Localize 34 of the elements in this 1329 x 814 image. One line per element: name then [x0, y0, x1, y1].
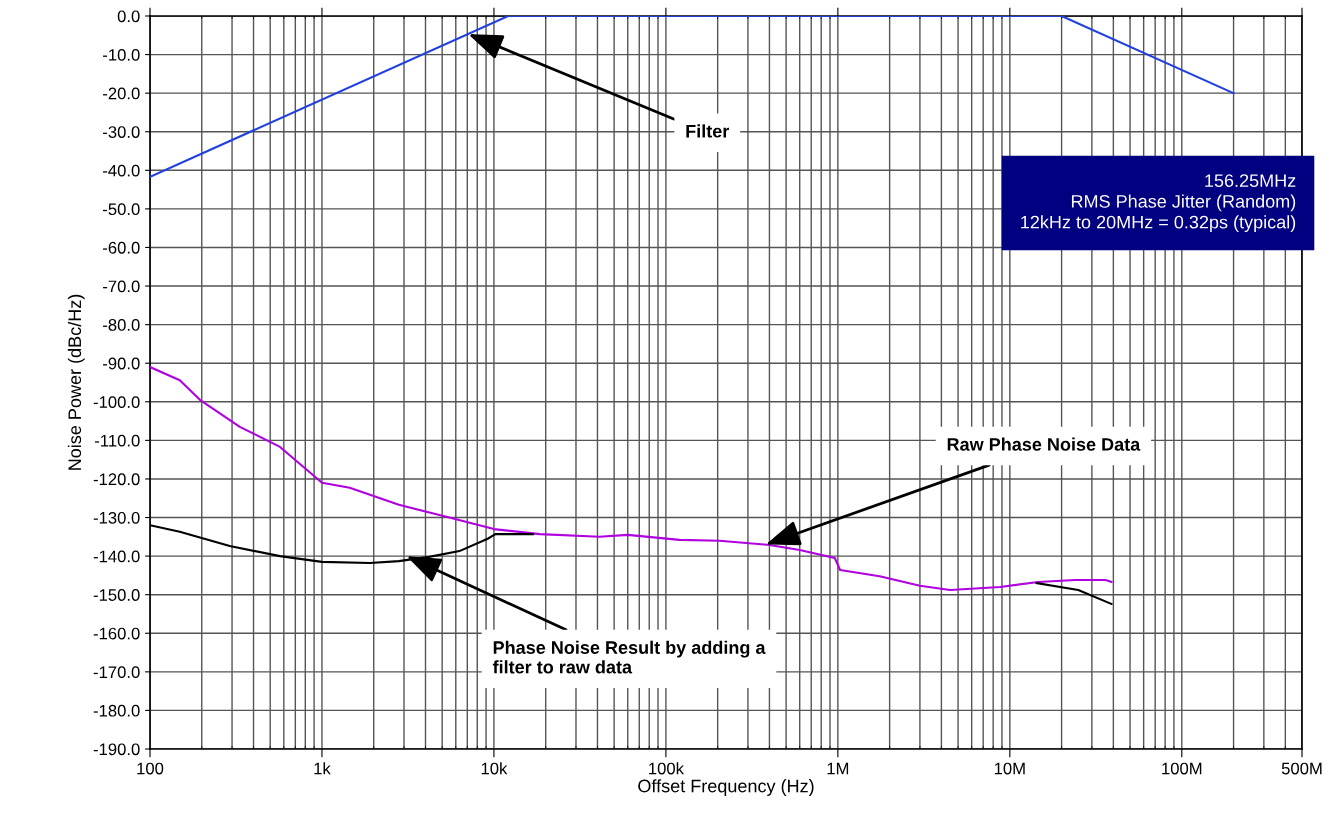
annotation: 156.25MHz RMS Phase Jitter (Random) 12kHz to 20MHz = 0.32ps (typical) [1021, 174, 1296, 233]
y-tick-label: -10.0 [103, 48, 140, 61]
y-tick-label: -180.0 [93, 704, 140, 717]
x-tick-label: 500M [1281, 762, 1322, 775]
y-tick-label: -60.0 [103, 241, 140, 254]
y-tick-label: -40.0 [103, 164, 140, 177]
y-tick-label: -130.0 [93, 511, 140, 524]
y-tick-label: -90.0 [103, 357, 140, 370]
y-tick-label: -100.0 [93, 396, 140, 408]
y-tick-label: -160.0 [93, 627, 140, 640]
y-tick-label: -20.0 [103, 87, 140, 100]
annotation: Filter [686, 124, 730, 138]
y-tick-label: -140.0 [93, 550, 140, 563]
y-tick-label: -110.0 [94, 434, 140, 447]
y-axis-title: Noise Power (dBc/Hz) [67, 294, 85, 470]
x-tick-label: 1M [827, 762, 849, 775]
y-tick-label: -70.0 [103, 280, 140, 293]
y-tick-label: -190.0 [93, 743, 140, 756]
x-tick-label: 10M [994, 762, 1025, 775]
y-tick-label: -120.0 [93, 473, 140, 486]
y-tick-label: -30.0 [103, 126, 140, 138]
y-tick-label: -80.0 [103, 319, 140, 331]
y-tick-label: 0.0 [117, 10, 140, 23]
x-tick-label: 100 [137, 762, 164, 775]
x-tick-label: 100k [649, 762, 684, 775]
y-tick-label: -170.0 [93, 666, 140, 679]
annotation: Raw Phase Noise Data [947, 437, 1141, 451]
x-tick-label: 10k [481, 762, 508, 775]
x-tick-label: 1k [314, 762, 331, 775]
x-axis-title: Offset Frequency (Hz) [638, 779, 814, 796]
x-tick-label: 100M [1162, 762, 1202, 775]
y-tick-label: -50.0 [103, 203, 140, 216]
annotation: Phase Noise Result by adding a filter to raw data [492, 640, 766, 674]
y-tick-label: -150.0 [93, 589, 140, 601]
